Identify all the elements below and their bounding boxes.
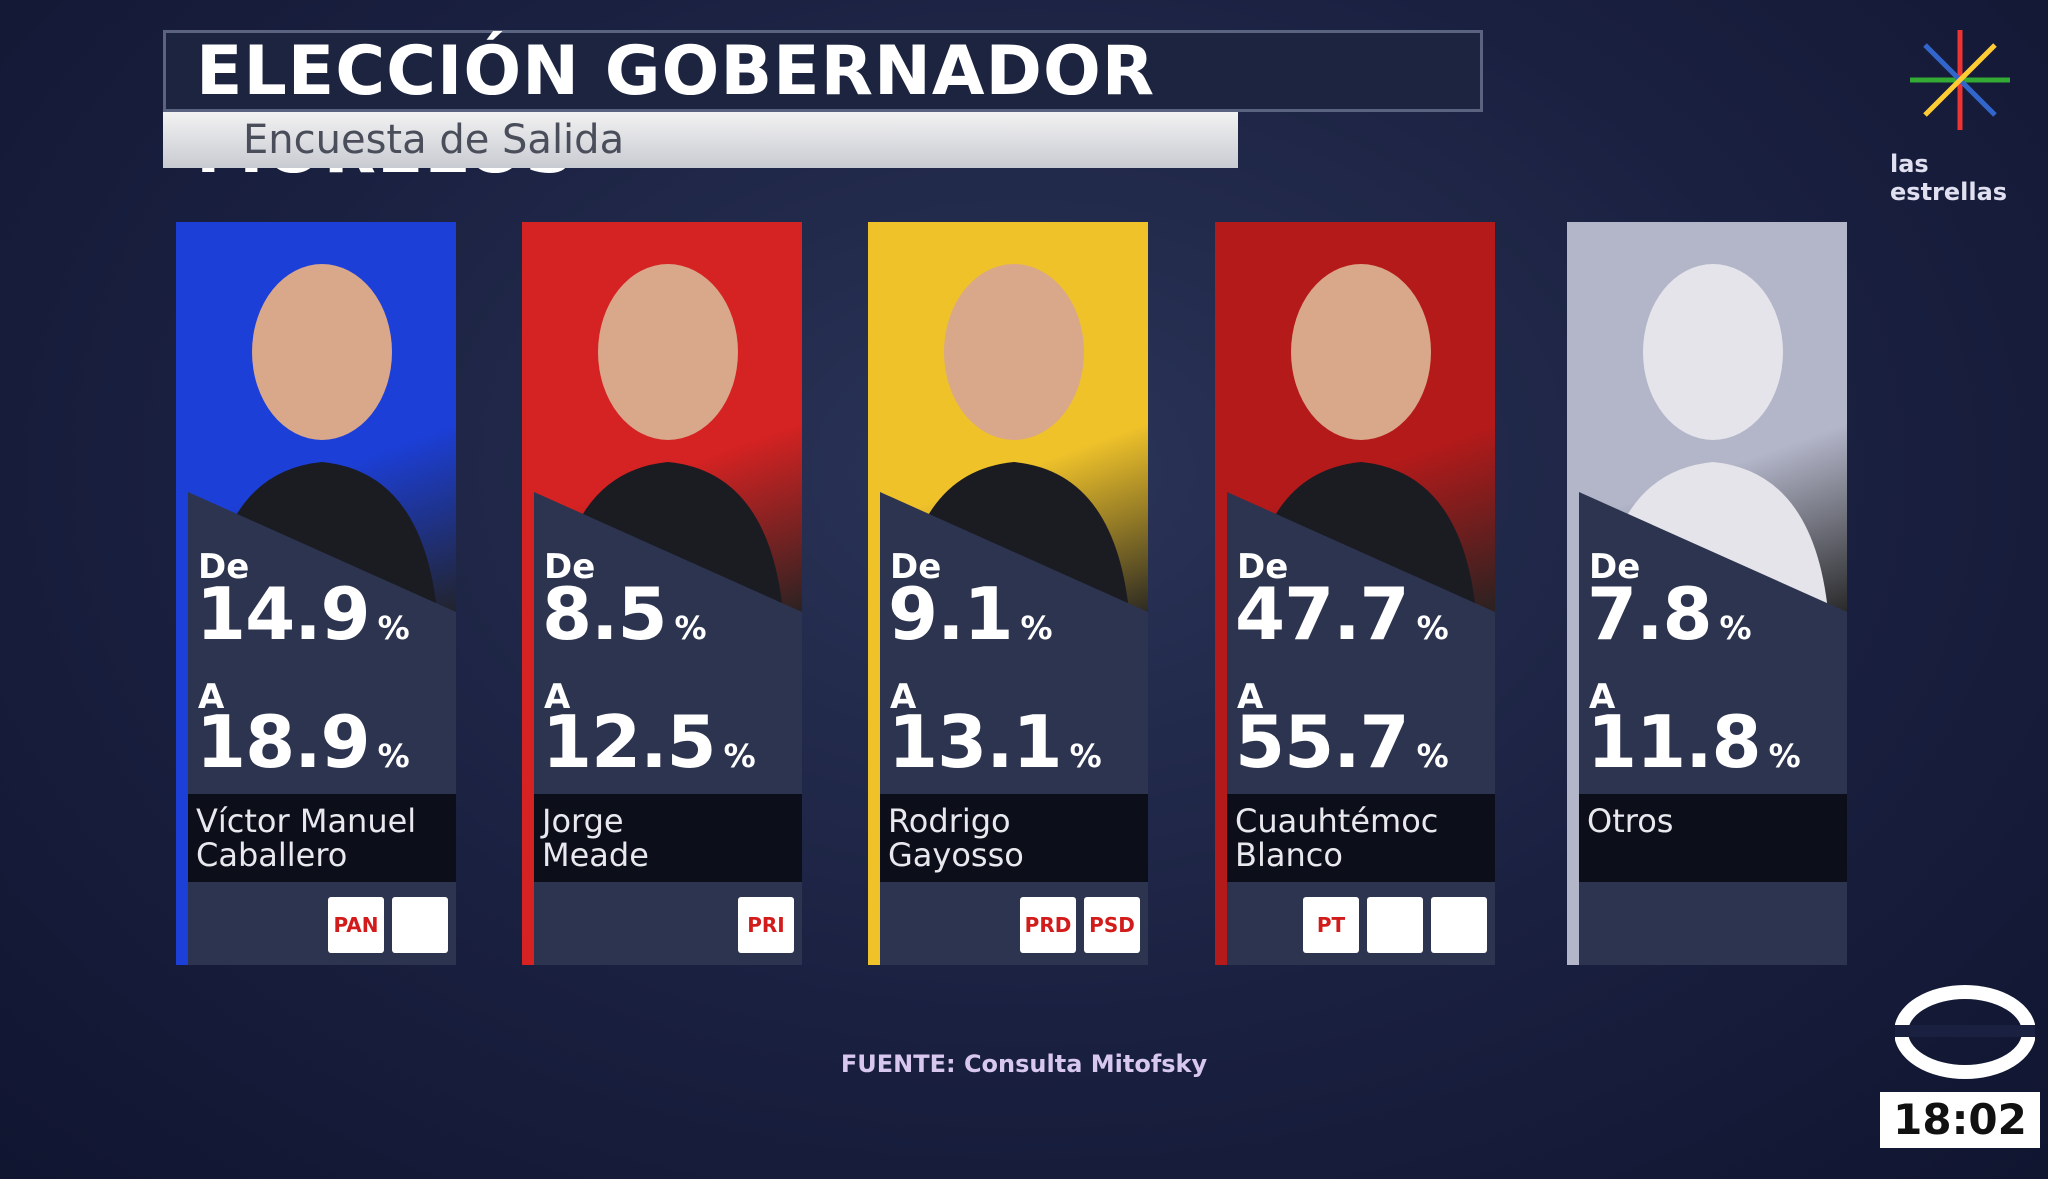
name-box: Víctor Manuel Caballero xyxy=(188,794,456,882)
to-label: A xyxy=(544,677,571,717)
name-box: Rodrigo Gayosso xyxy=(880,794,1148,882)
unit: % xyxy=(723,737,756,775)
party-logo xyxy=(1367,897,1423,953)
value: 9.1 xyxy=(888,572,1014,656)
to-value: 11.8% xyxy=(1587,700,1801,784)
name-box: Otros xyxy=(1579,794,1847,882)
party-logo xyxy=(392,897,448,953)
party-logos: PRD PSD xyxy=(1020,897,1140,953)
to-label: A xyxy=(890,677,917,717)
party-logo: PAN xyxy=(328,897,384,953)
card-stripe xyxy=(176,222,188,965)
candidate-name: Cuauhtémoc xyxy=(1235,802,1439,840)
candidate-card: De 47.7% A 55.7% Cuauhtémoc Blanco PT xyxy=(1215,222,1495,965)
card-stripe xyxy=(522,222,534,965)
from-value: 47.7% xyxy=(1235,572,1449,656)
unit: % xyxy=(1416,609,1449,647)
value: 8.5 xyxy=(542,572,668,656)
candidate-name: Jorge xyxy=(542,802,624,840)
card-stripe xyxy=(868,222,880,965)
party-logos: PAN xyxy=(328,897,448,953)
to-value: 55.7% xyxy=(1235,700,1449,784)
candidate-name: Rodrigo xyxy=(888,802,1011,840)
from-label: De xyxy=(890,547,942,587)
value: 12.5 xyxy=(542,700,717,784)
value: 47.7 xyxy=(1235,572,1410,656)
title: ELECCIÓN GOBERNADOR MORELOS xyxy=(163,30,1483,189)
unit: % xyxy=(1069,737,1102,775)
from-label: De xyxy=(544,547,596,587)
value: 13.1 xyxy=(888,700,1063,784)
from-label: De xyxy=(198,547,250,587)
source: FUENTE: Consulta Mitofsky xyxy=(0,1050,2048,1078)
candidate-name: Víctor Manuel xyxy=(196,802,417,840)
card-stripe xyxy=(1567,222,1579,965)
unit: % xyxy=(1719,609,1752,647)
from-value: 8.5% xyxy=(542,572,707,656)
card-stripe xyxy=(1215,222,1227,965)
party-logo: PT xyxy=(1303,897,1359,953)
channel-logo xyxy=(1910,30,2010,130)
clock: 18:02 xyxy=(1880,1092,2040,1148)
value: 18.9 xyxy=(196,700,371,784)
party-logo: PRI xyxy=(738,897,794,953)
subtitle: Encuesta de Salida xyxy=(163,112,1238,168)
party-logo: PSD xyxy=(1084,897,1140,953)
value: 55.7 xyxy=(1235,700,1410,784)
candidate-name: Caballero xyxy=(196,836,348,874)
channel-name: las estrellas xyxy=(1890,150,2008,206)
party-logos: PRI xyxy=(738,897,794,953)
candidate-name: Otros xyxy=(1587,802,1674,840)
candidate-card: De 7.8% A 11.8% Otros xyxy=(1567,222,1847,965)
from-value: 7.8% xyxy=(1587,572,1752,656)
candidate-card: De 8.5% A 12.5% Jorge Meade PRI xyxy=(522,222,802,965)
to-value: 12.5% xyxy=(542,700,756,784)
to-value: 18.9% xyxy=(196,700,410,784)
candidate-name: Blanco xyxy=(1235,836,1343,874)
unit: % xyxy=(377,737,410,775)
source-label: FUENTE: xyxy=(840,1050,956,1078)
to-label: A xyxy=(198,677,225,717)
unit: % xyxy=(674,609,707,647)
network-logo xyxy=(1895,985,2035,1079)
party-logo: PRD xyxy=(1020,897,1076,953)
to-label: A xyxy=(1237,677,1264,717)
value: 7.8 xyxy=(1587,572,1713,656)
candidate-card: De 9.1% A 13.1% Rodrigo Gayosso PRD PSD xyxy=(868,222,1148,965)
candidate-name: Meade xyxy=(542,836,649,874)
unit: % xyxy=(1020,609,1053,647)
candidate-name: Gayosso xyxy=(888,836,1024,874)
from-label: De xyxy=(1237,547,1289,587)
name-box: Cuauhtémoc Blanco xyxy=(1227,794,1495,882)
from-value: 14.9% xyxy=(196,572,410,656)
to-value: 13.1% xyxy=(888,700,1102,784)
unit: % xyxy=(1768,737,1801,775)
candidate-card: De 14.9% A 18.9% Víctor Manuel Caballero PAN xyxy=(176,222,456,965)
value: 11.8 xyxy=(1587,700,1762,784)
from-value: 9.1% xyxy=(888,572,1053,656)
unit: % xyxy=(1416,737,1449,775)
to-label: A xyxy=(1589,677,1616,717)
name-box: Jorge Meade xyxy=(534,794,802,882)
unit: % xyxy=(377,609,410,647)
party-logos: PT xyxy=(1303,897,1487,953)
stats-panel: De 8.5% A 12.5% Jorge Meade PRI xyxy=(534,492,802,965)
from-label: De xyxy=(1589,547,1641,587)
value: 14.9 xyxy=(196,572,371,656)
party-logo xyxy=(1431,897,1487,953)
source-text: Consulta Mitofsky xyxy=(963,1050,1208,1078)
